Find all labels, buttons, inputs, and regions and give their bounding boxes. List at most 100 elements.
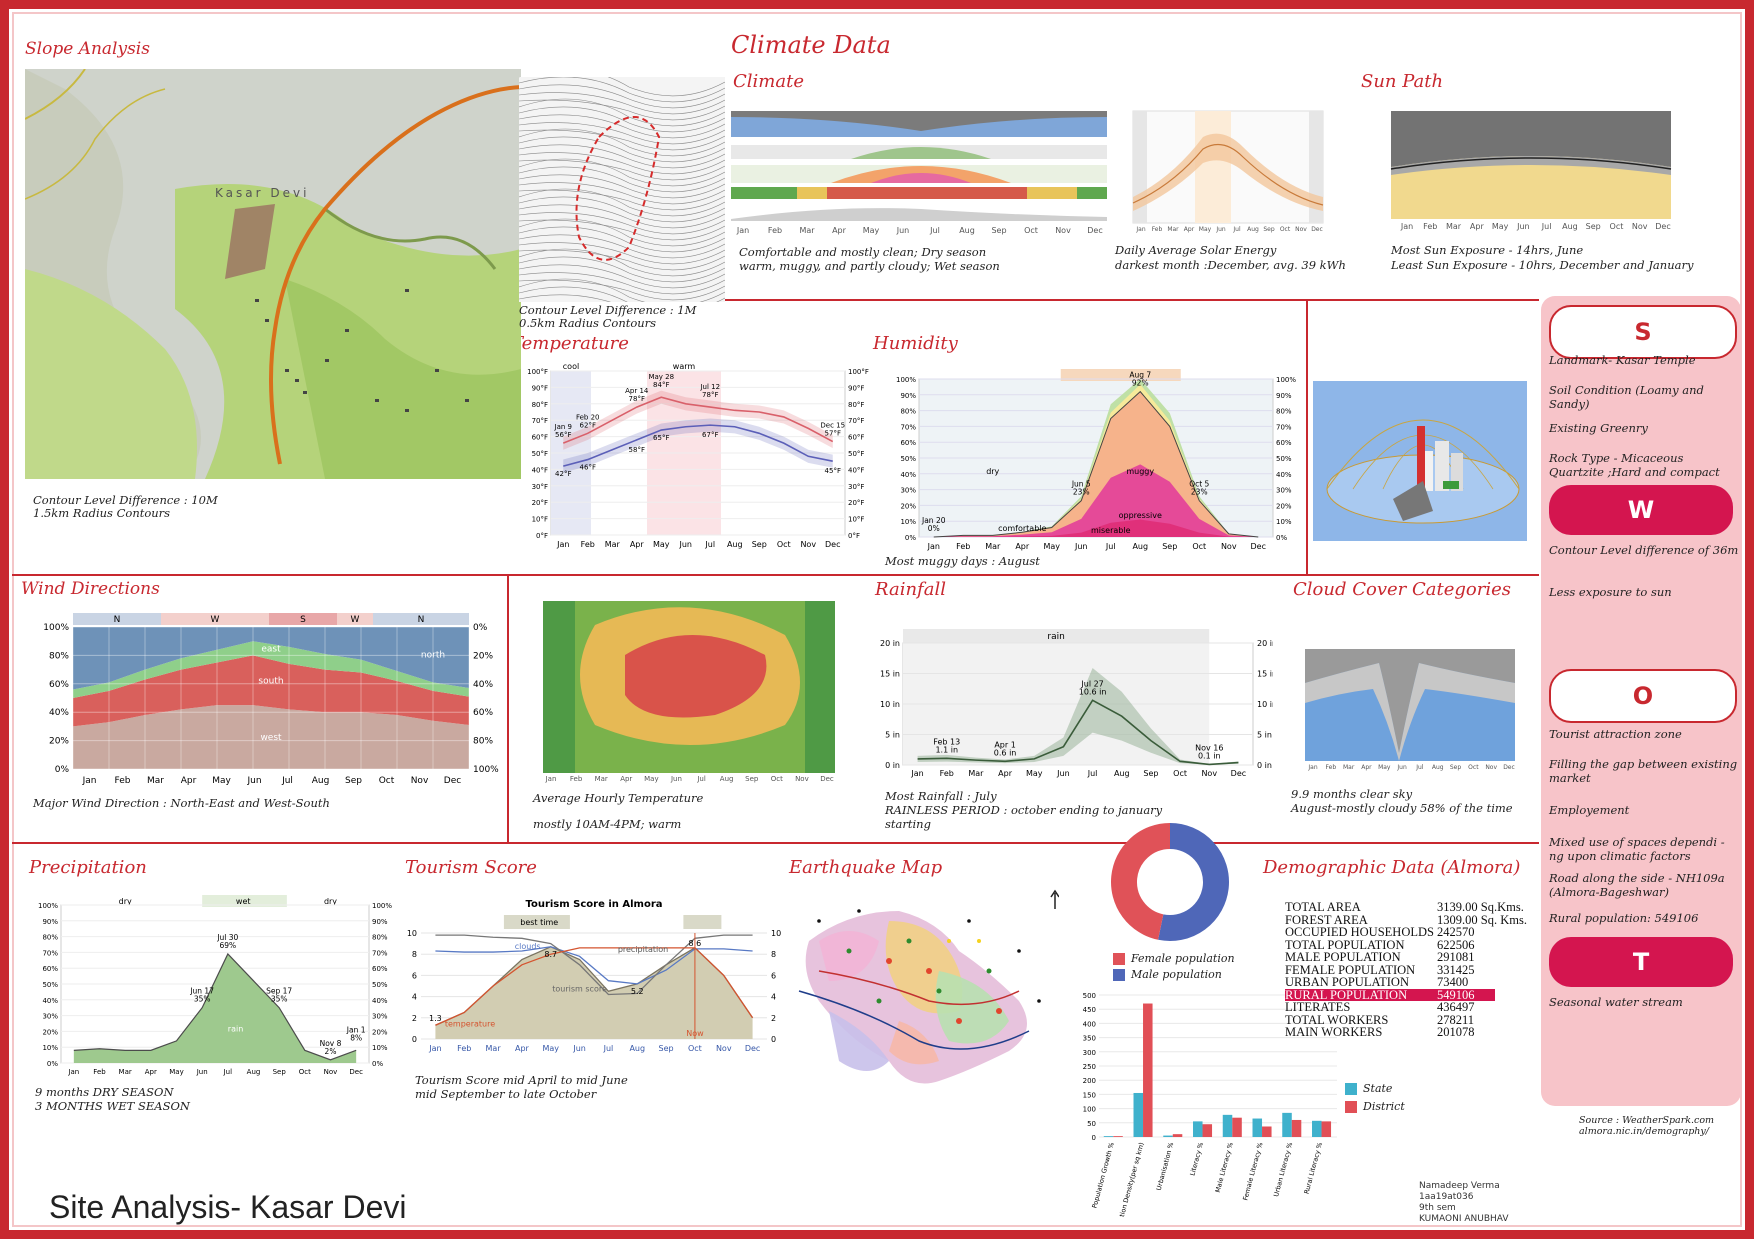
month-tick: Jul	[1541, 222, 1552, 231]
month-tick: Aug	[1562, 222, 1578, 231]
month-tick: Aug	[720, 775, 734, 783]
y-tick: 40°F	[848, 466, 864, 474]
y-tick: 100°F	[527, 368, 548, 376]
y-tick: 60°F	[532, 434, 548, 442]
y-tick: 20°F	[532, 499, 548, 507]
swot-item: Landmark- Kasar Temple	[1549, 353, 1696, 367]
data-label: 0%	[928, 524, 940, 533]
y-tick: 70°F	[532, 417, 548, 425]
wind-area	[73, 705, 469, 769]
data-label: Dec 15	[820, 422, 845, 430]
month-tick: Sep	[991, 226, 1006, 235]
hourly-temperature-chart: Jan Feb Mar Apr May Jun Jul Aug Sep Oct Nov Dec	[543, 601, 835, 783]
legend-female: Female population	[1131, 952, 1235, 965]
month-tick: May	[863, 226, 880, 235]
demographic-value: 549106	[1437, 987, 1475, 1002]
y-tick: 80%	[42, 934, 58, 942]
y-tick: 250	[1083, 1063, 1096, 1071]
data-label: 78°F	[629, 395, 645, 403]
demographic-list: TOTAL AREA 3139.00 Sq.Kms. FOREST AREA 1309…	[1285, 901, 1527, 1039]
month-tick: Dec	[1655, 222, 1670, 231]
swot-item: Seasonal water stream	[1549, 995, 1683, 1009]
demographic-value: 331425	[1437, 962, 1475, 977]
demographic-row: URBAN POPULATION 73400	[1285, 976, 1527, 989]
month-tick: Aug	[247, 1068, 261, 1076]
swot-item: Rural population: 549106	[1549, 911, 1699, 925]
demographic-row: FOREST AREA 1309.00 Sq. Kms.	[1285, 913, 1527, 927]
direction-label: N	[418, 615, 425, 625]
data-label: 57°F	[825, 430, 841, 438]
month-tick: Feb	[768, 226, 782, 235]
data-label: 8.7	[544, 950, 557, 959]
month-tick: Oct	[771, 775, 783, 783]
month-tick: Dec	[745, 1044, 760, 1053]
band-label: cool	[563, 362, 579, 371]
y-tick: 10%	[372, 1044, 388, 1052]
humidity-area	[933, 519, 1259, 537]
legend-state: State	[1363, 1082, 1393, 1095]
inner-border	[12, 12, 1742, 1227]
month-tick: Jul	[1415, 764, 1424, 771]
source-line-1: Source : WeatherSpark.com	[1579, 1115, 1715, 1126]
y-tick: 6	[771, 971, 776, 980]
data-label: Nov 16	[1195, 743, 1223, 752]
y-tick: 0	[1092, 1134, 1096, 1142]
data-label: May 28	[648, 373, 674, 381]
y-tick: 50%	[1276, 455, 1292, 463]
zone-label: dry	[986, 467, 999, 476]
month-tick: Oct	[1173, 769, 1187, 778]
y-tick: 50°F	[848, 450, 864, 458]
month-tick: Feb	[457, 1044, 471, 1053]
y-tick: 20%	[372, 1028, 388, 1036]
month-tick: Oct	[688, 1044, 702, 1053]
data-label: 92%	[1132, 379, 1149, 388]
data-label: Apr 1	[994, 740, 1015, 749]
month-tick: Jul	[929, 226, 940, 235]
tourism-caption-2: mid September to late October	[415, 1087, 597, 1101]
month-tick: Nov	[1295, 226, 1307, 233]
y-tick: 150	[1083, 1091, 1096, 1099]
month-tick: Mar	[119, 1068, 132, 1076]
month-tick: Apr	[998, 769, 1013, 778]
demographic-row: LITERATES 436497	[1285, 1001, 1527, 1014]
month-tick: Sep	[1450, 764, 1462, 771]
y-tick: 10	[771, 929, 781, 938]
y-tick: 0%	[55, 765, 70, 775]
direction-label: S	[300, 615, 306, 625]
band-label: best time	[520, 918, 558, 927]
swot-item: Existing Greenry	[1549, 421, 1648, 435]
month-tick: Jan	[927, 542, 940, 551]
y-tick: 350	[1083, 1035, 1096, 1043]
demographic-value: 436497	[1437, 1000, 1475, 1014]
series-label: north	[421, 651, 445, 661]
data-label: 1.3	[429, 1014, 442, 1023]
cloud-cover-chart: Jan Feb Mar Apr May Jun Jul Aug Sep Oct Nov Dec	[1305, 649, 1515, 771]
y-tick: 450	[1083, 1006, 1096, 1014]
y-tick: 30°F	[532, 483, 548, 491]
month-tick: Jan	[428, 1044, 441, 1053]
y-tick: 0%	[905, 534, 916, 542]
data-label: 56°F	[555, 431, 571, 439]
swot-item: Soil Condition (Loamy and Sandy)	[1549, 383, 1704, 411]
bar	[1291, 1119, 1302, 1137]
sun-path-3d	[1313, 381, 1527, 541]
data-label: Feb 20	[576, 413, 600, 421]
y-tick: 100%	[38, 902, 58, 910]
month-tick: Mar	[968, 769, 984, 778]
month-tick: Nov	[1632, 222, 1648, 231]
month-tick: Mar	[605, 540, 621, 549]
y-tick: 90%	[1276, 392, 1292, 400]
tourism-line	[435, 934, 753, 996]
climate-title: Climate	[733, 71, 804, 92]
series-label: south	[258, 676, 283, 686]
month-tick: Dec	[1231, 769, 1246, 778]
data-label: 23%	[1191, 488, 1208, 497]
y-tick: 40°F	[532, 466, 548, 474]
sunpath-caption-1: Most Sun Exposure - 14hrs, June	[1391, 243, 1584, 257]
month-tick: Aug	[1432, 764, 1444, 771]
month-tick: Dec	[1311, 226, 1323, 233]
data-label: Oct 5	[1189, 480, 1209, 489]
temperature-line	[562, 396, 834, 444]
data-label: 0.1 in	[1198, 751, 1221, 760]
tourism-chart: Tourism Score in Almora best time 10 10 8 8 6 6…	[407, 899, 781, 1053]
